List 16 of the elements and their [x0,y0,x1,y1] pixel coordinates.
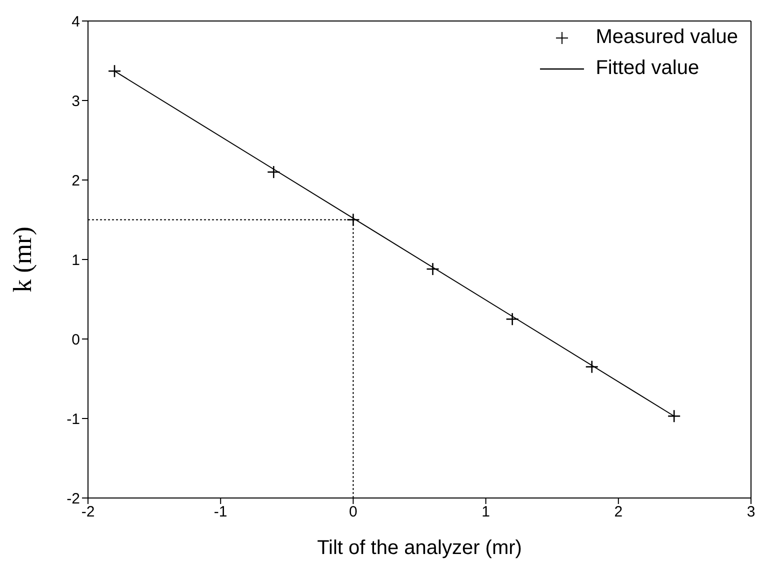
x-axis-title: Tilt of the analyzer (mr) [317,537,522,559]
y-tick-label: 0 [72,331,80,348]
y-tick-label: 2 [72,172,80,190]
x-tick-label: 3 [746,504,756,521]
y-axis-title: k (mr) [8,226,38,292]
y-tick-label: -1 [66,410,80,428]
legend-label: Measured value [596,26,738,49]
y-tick-label: 3 [72,92,80,110]
x-tick-label: 2 [614,504,623,521]
legend-label: Fitted value [596,57,700,80]
x-tick-label: 0 [349,504,358,521]
y-tick-label: 1 [72,252,80,269]
y-tick-label: -2 [66,490,80,508]
x-tick-label: 1 [482,504,490,521]
x-tick-label: -1 [214,504,228,521]
y-tick-label: 4 [72,13,80,30]
